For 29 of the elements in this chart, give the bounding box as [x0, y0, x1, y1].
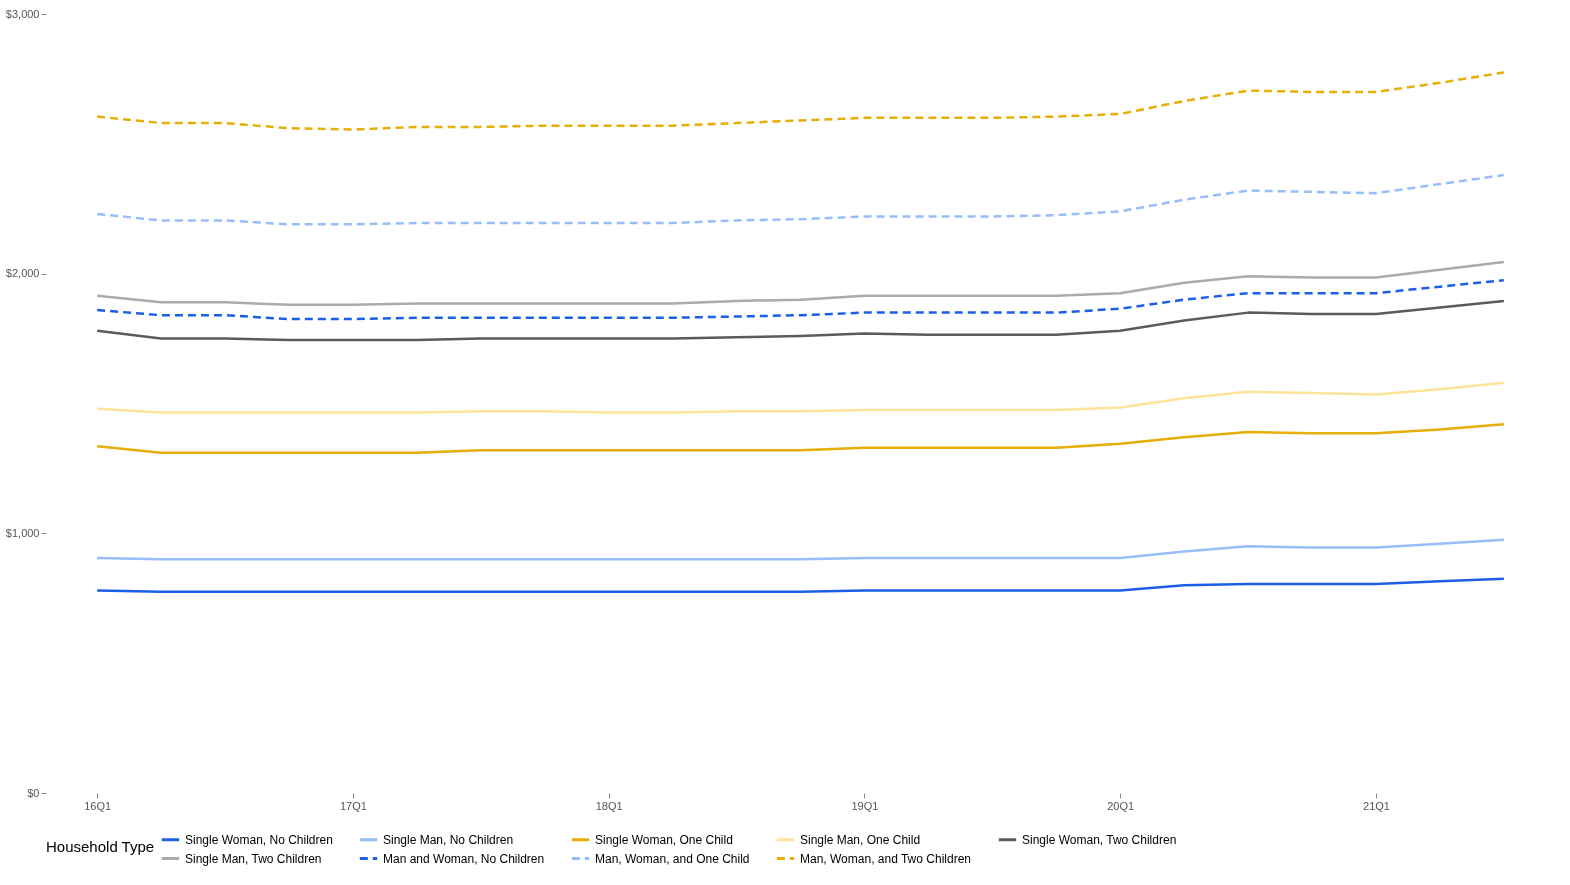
line-series — [95, 381, 1506, 414]
legend-label: Single Man, No Children — [383, 832, 514, 847]
line-series — [95, 173, 1506, 226]
x-tick-label: 17Q1 — [339, 799, 367, 812]
x-tick-label: 18Q1 — [595, 799, 623, 812]
x-tick-label: 19Q1 — [851, 799, 879, 812]
line-series — [95, 577, 1506, 594]
legend-label: Single Man, Two Children — [185, 851, 322, 866]
legend-label: Single Man, One Child — [800, 832, 921, 847]
line-series — [95, 299, 1506, 342]
x-tick-label: 16Q1 — [84, 799, 112, 812]
line-series — [95, 423, 1506, 455]
y-tick-label: $2,000 — [5, 267, 40, 280]
line-series — [95, 278, 1506, 321]
legend-title: Household Type — [46, 838, 155, 855]
y-tick-label: $0 — [27, 786, 40, 799]
legend-label: Man and Woman, No Children — [383, 851, 545, 866]
legend-label: Man, Woman, and One Child — [595, 851, 750, 866]
x-tick-label: 21Q1 — [1363, 799, 1390, 812]
legend-label: Single Woman, Two Children — [1022, 832, 1177, 847]
line-series — [95, 71, 1506, 131]
y-tick-label: $3,000 — [5, 7, 40, 20]
legend-label: Single Woman, No Children — [185, 832, 333, 847]
x-tick-label: 20Q1 — [1107, 799, 1135, 812]
legend-label: Single Woman, One Child — [595, 832, 733, 847]
legend-label: Man, Woman, and Two Children — [800, 851, 971, 866]
line-series — [95, 538, 1506, 561]
line-series — [95, 260, 1506, 307]
y-tick-label: $1,000 — [5, 526, 40, 539]
